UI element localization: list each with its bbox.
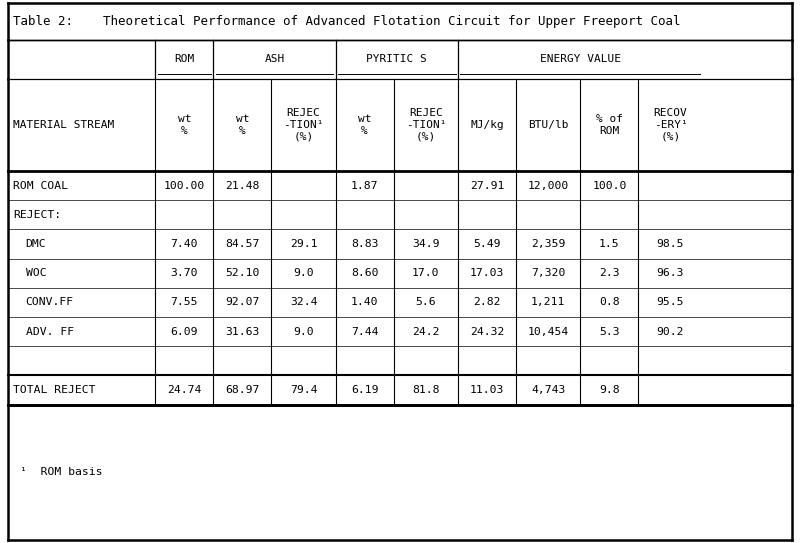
Text: 9.0: 9.0: [294, 326, 314, 337]
Text: 1.87: 1.87: [351, 181, 378, 191]
Text: 10,454: 10,454: [527, 326, 569, 337]
Text: 68.97: 68.97: [226, 385, 260, 395]
Text: 34.9: 34.9: [412, 239, 440, 249]
Text: wt
%: wt %: [178, 114, 191, 136]
Text: REJEC
-TION¹
(%): REJEC -TION¹ (%): [283, 108, 324, 142]
Text: 17.0: 17.0: [412, 268, 440, 278]
Text: DMC: DMC: [26, 239, 46, 249]
Text: wt
%: wt %: [358, 114, 371, 136]
Text: 6.09: 6.09: [170, 326, 198, 337]
Text: 2.82: 2.82: [474, 298, 501, 307]
Text: CONV.FF: CONV.FF: [26, 298, 74, 307]
Text: 9.8: 9.8: [599, 385, 620, 395]
Text: 31.63: 31.63: [226, 326, 260, 337]
Text: 6.19: 6.19: [351, 385, 378, 395]
Text: 0.8: 0.8: [599, 298, 620, 307]
Text: 7.44: 7.44: [351, 326, 378, 337]
Text: 1.40: 1.40: [351, 298, 378, 307]
Text: 5.3: 5.3: [599, 326, 620, 337]
Text: 12,000: 12,000: [527, 181, 569, 191]
Text: 98.5: 98.5: [657, 239, 684, 249]
Text: 8.83: 8.83: [351, 239, 378, 249]
Text: 32.4: 32.4: [290, 298, 318, 307]
Text: Table 2:    Theoretical Performance of Advanced Flotation Circuit for Upper Free: Table 2: Theoretical Performance of Adva…: [13, 15, 680, 28]
Text: 52.10: 52.10: [226, 268, 260, 278]
Text: 24.32: 24.32: [470, 326, 504, 337]
Text: 9.0: 9.0: [294, 268, 314, 278]
Text: wt
%: wt %: [236, 114, 249, 136]
Text: 100.00: 100.00: [164, 181, 205, 191]
Text: BTU/lb: BTU/lb: [528, 120, 569, 130]
Text: REJECT:: REJECT:: [13, 210, 61, 220]
Text: % of
ROM: % of ROM: [596, 114, 623, 136]
Text: 79.4: 79.4: [290, 385, 318, 395]
Text: 100.0: 100.0: [592, 181, 626, 191]
Text: WOC: WOC: [26, 268, 46, 278]
Text: 84.57: 84.57: [226, 239, 260, 249]
Text: 7.55: 7.55: [170, 298, 198, 307]
Text: 4,743: 4,743: [531, 385, 566, 395]
Text: 11.03: 11.03: [470, 385, 504, 395]
Text: 90.2: 90.2: [657, 326, 684, 337]
Text: TOTAL REJECT: TOTAL REJECT: [13, 385, 95, 395]
Text: 7.40: 7.40: [170, 239, 198, 249]
Text: REJEC
-TION¹
(%): REJEC -TION¹ (%): [406, 108, 446, 142]
Text: 24.74: 24.74: [167, 385, 202, 395]
Text: 2.3: 2.3: [599, 268, 620, 278]
Text: ¹  ROM basis: ¹ ROM basis: [20, 468, 102, 477]
Text: ENERGY VALUE: ENERGY VALUE: [540, 54, 621, 64]
Text: 81.8: 81.8: [412, 385, 440, 395]
Text: 5.49: 5.49: [474, 239, 501, 249]
Text: 27.91: 27.91: [470, 181, 504, 191]
Text: 3.70: 3.70: [170, 268, 198, 278]
Text: ROM COAL: ROM COAL: [13, 181, 68, 191]
Text: 7,320: 7,320: [531, 268, 566, 278]
Text: 92.07: 92.07: [226, 298, 260, 307]
Text: PYRITIC S: PYRITIC S: [366, 54, 427, 64]
Text: 29.1: 29.1: [290, 239, 318, 249]
Text: 1,211: 1,211: [531, 298, 566, 307]
Text: ROM: ROM: [174, 54, 194, 64]
Text: 21.48: 21.48: [226, 181, 260, 191]
Text: 2,359: 2,359: [531, 239, 566, 249]
Text: 96.3: 96.3: [657, 268, 684, 278]
Text: ADV. FF: ADV. FF: [26, 326, 74, 337]
Text: RECOV
-ERY¹
(%): RECOV -ERY¹ (%): [654, 108, 687, 142]
Text: 1.5: 1.5: [599, 239, 620, 249]
Text: 24.2: 24.2: [412, 326, 440, 337]
Text: ASH: ASH: [265, 54, 285, 64]
Text: 5.6: 5.6: [415, 298, 436, 307]
Text: 95.5: 95.5: [657, 298, 684, 307]
Text: 8.60: 8.60: [351, 268, 378, 278]
Text: MJ/kg: MJ/kg: [470, 120, 504, 130]
Text: 17.03: 17.03: [470, 268, 504, 278]
Text: MATERIAL STREAM: MATERIAL STREAM: [13, 120, 114, 130]
